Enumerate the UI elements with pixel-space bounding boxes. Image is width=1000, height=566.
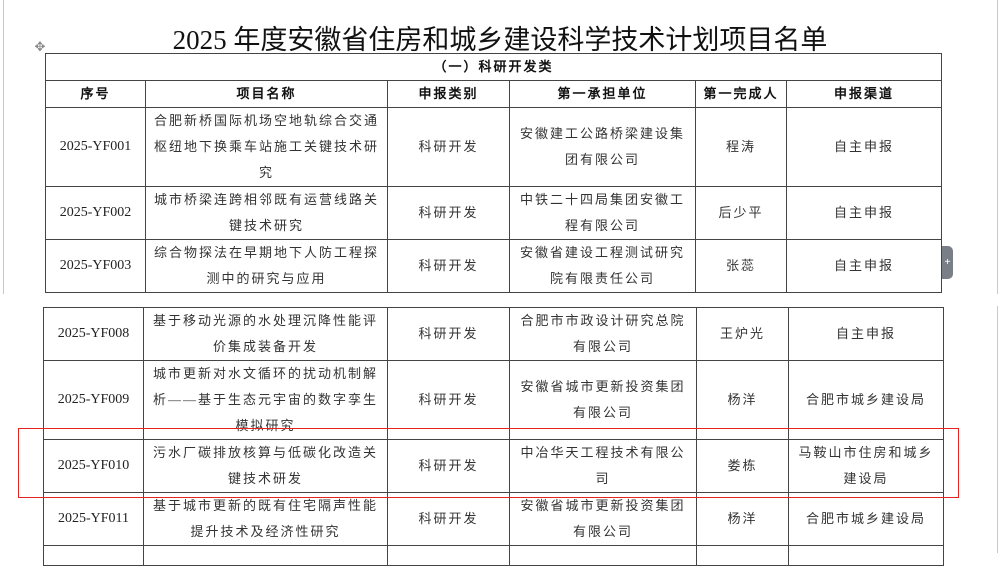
- cell-channel: 自主申报: [785, 186, 943, 240]
- page-left-edge: [3, 0, 4, 295]
- cell-category: 科研开发: [387, 186, 510, 240]
- header-row: 序号 项目名称 申报类别 第一承担单位 第一完成人 申报渠道: [45, 80, 943, 108]
- project-table-page2: 2025-YF008 基于移动光源的水处理沉降性能评价集成装备开发 科研开发 合…: [43, 307, 944, 566]
- cell-id: 2025-YF003: [45, 239, 146, 293]
- cell-channel: 自主申报: [785, 239, 943, 293]
- cell-channel: 合肥市城乡建设局: [788, 492, 944, 546]
- cell-channel: 合肥市城乡建设局: [788, 360, 944, 440]
- cell-unit: 中冶华天工程技术有限公司: [509, 439, 697, 493]
- cell-category: 科研开发: [387, 239, 510, 293]
- table-row: 2025-YF002 城市桥梁连跨相邻既有运营线路关键技术研究 科研开发 中铁二…: [45, 186, 943, 240]
- cell-channel: 自主申报: [788, 307, 944, 361]
- header-name: 项目名称: [145, 80, 388, 108]
- header-id: 序号: [45, 80, 146, 108]
- cell-name: 污水厂碳排放核算与低碳化改造关键技术研发: [143, 439, 388, 493]
- cell-unit: 安徽省城市更新投资集团有限公司: [509, 360, 697, 440]
- cell-category: 科研开发: [387, 107, 510, 187]
- table-row: 2025-YF003 综合物探法在早期地下人防工程探测中的研究与应用 科研开发 …: [45, 239, 943, 293]
- cell-name: 综合物探法在早期地下人防工程探测中的研究与应用: [145, 239, 388, 293]
- cell-person: 杨洋: [696, 360, 789, 440]
- cell-person: 娄栋: [696, 439, 789, 493]
- cell-channel: 自主申报: [785, 107, 943, 187]
- cell-unit: 安徽省建设工程测试研究院有限责任公司: [509, 239, 696, 293]
- document-title: 2025 年度安徽省住房和城乡建设科学技术计划项目名单: [172, 25, 828, 55]
- cell-category: 科研开发: [387, 492, 510, 546]
- header-channel: 申报渠道: [785, 80, 943, 108]
- cell-person: 张蕊: [695, 239, 787, 293]
- cell-unit: 中铁二十四局集团安徽工程有限公司: [509, 186, 696, 240]
- cell-name: 基于移动光源的水处理沉降性能评价集成装备开发: [143, 307, 388, 361]
- table-row: 2025-YF008 基于移动光源的水处理沉降性能评价集成装备开发 科研开发 合…: [43, 307, 944, 361]
- cell-name: 城市桥梁连跨相邻既有运营线路关键技术研究: [145, 186, 388, 240]
- cell-channel: 马鞍山市住房和城乡建设局: [788, 439, 944, 493]
- table-row: 2025-YF009 城市更新对水文循环的扰动机制解析——基于生态元宇宙的数字孪…: [43, 360, 944, 440]
- cell-id: 2025-YF002: [45, 186, 146, 240]
- header-person: 第一完成人: [695, 80, 787, 108]
- page-gap: [0, 294, 1000, 306]
- page-right-edge: [997, 0, 998, 553]
- cell-id: 2025-YF001: [45, 107, 146, 187]
- header-category: 申报类别: [387, 80, 510, 108]
- table-move-handle-icon[interactable]: ✥: [34, 39, 46, 54]
- header-unit: 第一承担单位: [509, 80, 696, 108]
- table-row: 2025-YF011 基于城市更新的既有住宅隔声性能提升技术及经济性研究 科研开…: [43, 492, 944, 546]
- cell-name: 城市更新对水文循环的扰动机制解析——基于生态元宇宙的数字孪生模拟研究: [143, 360, 388, 440]
- table-row-highlighted: 2025-YF010 污水厂碳排放核算与低碳化改造关键技术研发 科研开发 中冶华…: [43, 439, 944, 493]
- cell-name: 合肥新桥国际机场空地轨综合交通枢纽地下换乘车站施工关键技术研究: [145, 107, 388, 187]
- cell-id: 2025-YF008: [43, 307, 144, 361]
- project-table-page1: （一）科研开发类 序号 项目名称 申报类别 第一承担单位 第一完成人 申报渠道 …: [44, 53, 943, 293]
- cell-id: 2025-YF010: [43, 439, 144, 493]
- cell-unit: 安徽建工公路桥梁建设集团有限公司: [509, 107, 696, 187]
- cell-category: 科研开发: [387, 307, 510, 361]
- cell-category: 科研开发: [387, 360, 510, 440]
- table-row: 2025-YF001 合肥新桥国际机场空地轨综合交通枢纽地下换乘车站施工关键技术…: [45, 107, 943, 187]
- cell-category: 科研开发: [387, 439, 510, 493]
- cell-id: 2025-YF011: [43, 492, 144, 546]
- cell-name: 基于城市更新的既有住宅隔声性能提升技术及经济性研究: [143, 492, 388, 546]
- add-row-plus-icon[interactable]: +: [942, 246, 953, 279]
- cell-id: 2025-YF009: [43, 360, 144, 440]
- cell-person: 杨洋: [696, 492, 789, 546]
- cell-unit: 安徽省城市更新投资集团有限公司: [509, 492, 697, 546]
- section-heading: （一）科研开发类: [44, 53, 943, 81]
- table-row-partial: [43, 545, 944, 566]
- cell-person: 后少平: [695, 186, 787, 240]
- cell-person: 王炉光: [696, 307, 789, 361]
- cell-unit: 合肥市市政设计研究总院有限公司: [509, 307, 697, 361]
- cell-person: 程涛: [695, 107, 787, 187]
